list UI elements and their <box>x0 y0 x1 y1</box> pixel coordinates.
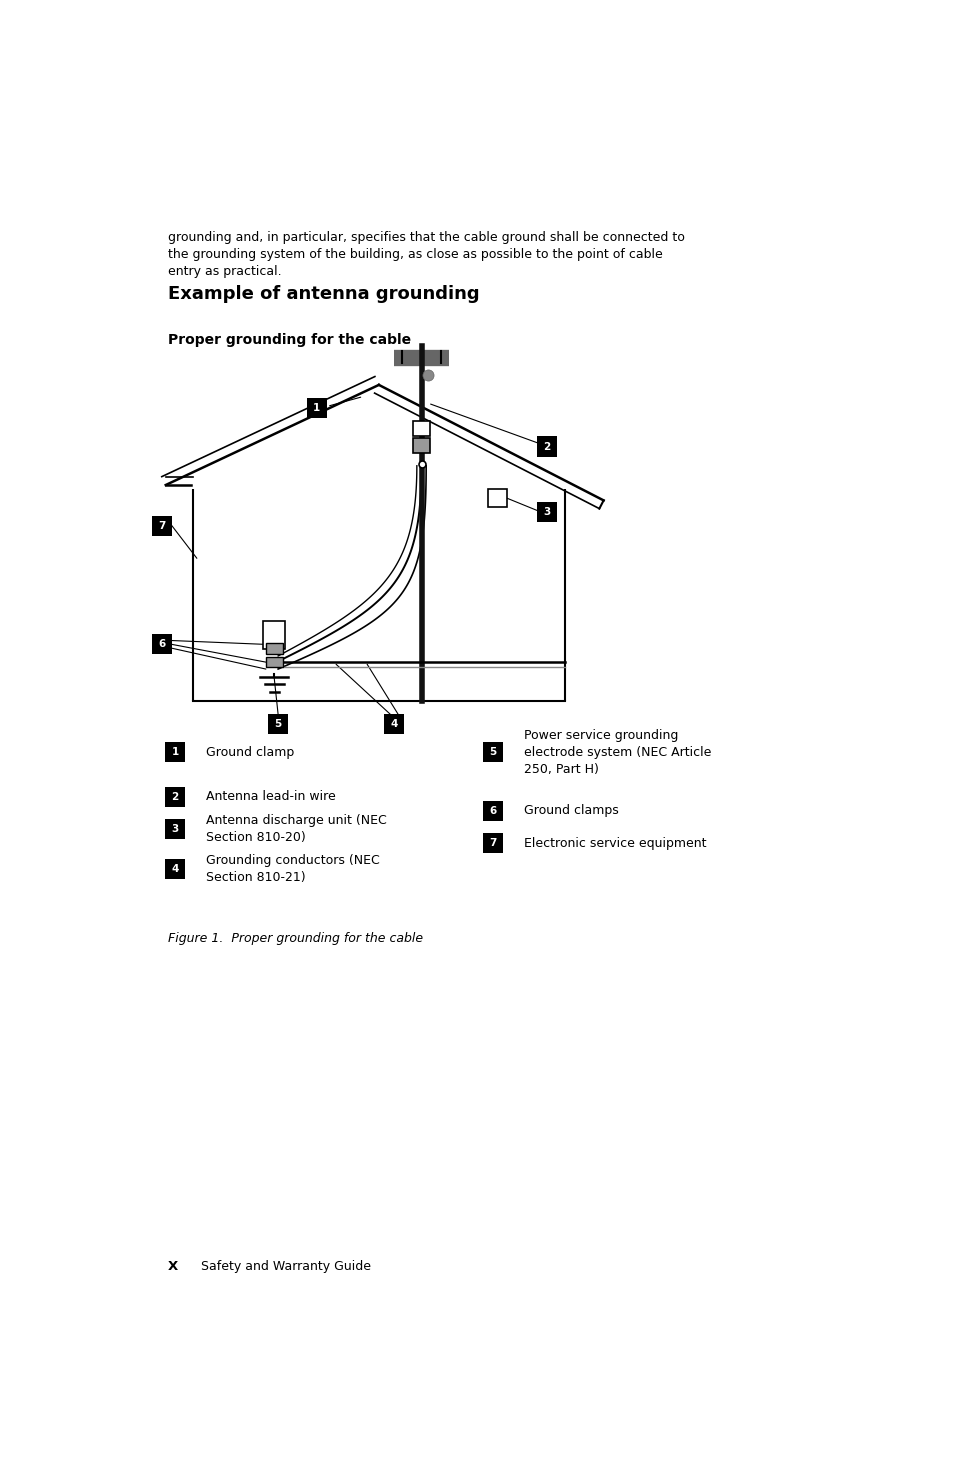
Text: 4: 4 <box>172 864 178 875</box>
Text: Safety and Warranty Guide: Safety and Warranty Guide <box>200 1260 370 1273</box>
Text: Figure 1.  Proper grounding for the cable: Figure 1. Proper grounding for the cable <box>168 932 423 944</box>
FancyBboxPatch shape <box>165 786 185 807</box>
Text: Ground clamps: Ground clamps <box>523 804 618 817</box>
FancyBboxPatch shape <box>482 833 502 853</box>
Bar <box>266 643 282 653</box>
Text: Power service grounding
electrode system (NEC Article
250, Part H): Power service grounding electrode system… <box>523 729 710 776</box>
Text: Example of antenna grounding: Example of antenna grounding <box>168 285 479 302</box>
Text: 1: 1 <box>172 748 178 757</box>
FancyBboxPatch shape <box>537 502 557 522</box>
Text: 6: 6 <box>489 805 496 816</box>
Text: 2: 2 <box>172 792 178 802</box>
FancyBboxPatch shape <box>384 714 404 735</box>
FancyBboxPatch shape <box>152 516 172 535</box>
Text: Antenna discharge unit (NEC
Section 810-20): Antenna discharge unit (NEC Section 810-… <box>206 814 386 844</box>
FancyBboxPatch shape <box>537 437 557 456</box>
FancyBboxPatch shape <box>165 742 185 763</box>
Text: Grounding conductors (NEC
Section 810-21): Grounding conductors (NEC Section 810-21… <box>206 854 379 884</box>
Bar <box>413 420 430 437</box>
Text: 4: 4 <box>391 720 397 730</box>
Text: Electronic service equipment: Electronic service equipment <box>523 836 705 850</box>
Text: Ground clamp: Ground clamp <box>206 746 294 758</box>
FancyBboxPatch shape <box>482 742 502 763</box>
Text: 7: 7 <box>489 838 496 848</box>
Bar <box>413 438 430 453</box>
Text: 7: 7 <box>158 521 166 531</box>
FancyBboxPatch shape <box>165 860 185 879</box>
Bar <box>266 656 282 668</box>
Bar <box>488 488 506 507</box>
Text: the grounding system of the building, as close as possible to the point of cable: the grounding system of the building, as… <box>168 248 662 261</box>
FancyBboxPatch shape <box>482 801 502 820</box>
Text: 6: 6 <box>158 639 165 649</box>
Text: entry as practical.: entry as practical. <box>168 266 281 277</box>
FancyBboxPatch shape <box>307 398 327 417</box>
FancyBboxPatch shape <box>165 819 185 839</box>
Text: 3: 3 <box>543 507 550 516</box>
Text: Proper grounding for the cable: Proper grounding for the cable <box>168 333 411 347</box>
Bar <box>263 621 285 649</box>
Text: 3: 3 <box>172 825 178 835</box>
FancyBboxPatch shape <box>152 634 172 655</box>
Text: 5: 5 <box>489 748 496 757</box>
FancyBboxPatch shape <box>268 714 288 735</box>
Text: 5: 5 <box>274 720 281 730</box>
Text: grounding and, in particular, specifies that the cable ground shall be connected: grounding and, in particular, specifies … <box>168 232 684 243</box>
Text: Antenna lead-in wire: Antenna lead-in wire <box>206 791 335 804</box>
Text: 2: 2 <box>543 441 550 451</box>
Text: X: X <box>168 1260 178 1273</box>
Text: 1: 1 <box>313 403 320 413</box>
